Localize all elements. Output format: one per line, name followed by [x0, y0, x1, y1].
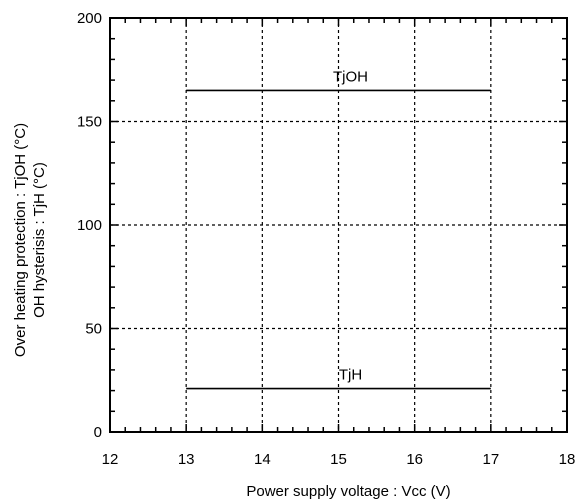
- x-tick-label: 16: [406, 451, 423, 468]
- grid-lines: [110, 18, 567, 432]
- x-tick-label: 15: [330, 451, 347, 468]
- y-tick-labels: 0 50 100 150 200: [77, 10, 102, 441]
- series-label-tjoh: TjOH: [333, 68, 368, 85]
- y-axis-label-line-2: OH hysterisis : TjH (°C): [31, 162, 48, 318]
- y-axis-label-line-1: Over heating protection : TjOH (°C): [12, 123, 29, 357]
- y-tick-label: 200: [77, 10, 102, 27]
- x-tick-label: 13: [178, 451, 195, 468]
- x-tick-label: 14: [254, 451, 271, 468]
- x-tick-label: 12: [102, 451, 119, 468]
- x-tick-label: 17: [482, 451, 499, 468]
- y-tick-label: 50: [85, 321, 102, 338]
- x-tick-label: 18: [559, 451, 576, 468]
- series-group: TjOH TjH: [186, 68, 491, 390]
- y-tick-label: 100: [77, 217, 102, 234]
- y-tick-label: 0: [94, 424, 102, 441]
- series-label-tjh: TjH: [339, 367, 362, 384]
- plot-frame: [109, 17, 568, 433]
- y-tick-label: 150: [77, 114, 102, 131]
- x-axis-label: Power supply voltage : Vcc (V): [246, 483, 450, 500]
- x-tick-labels: 12 13 14 15 16 17 18: [102, 451, 576, 468]
